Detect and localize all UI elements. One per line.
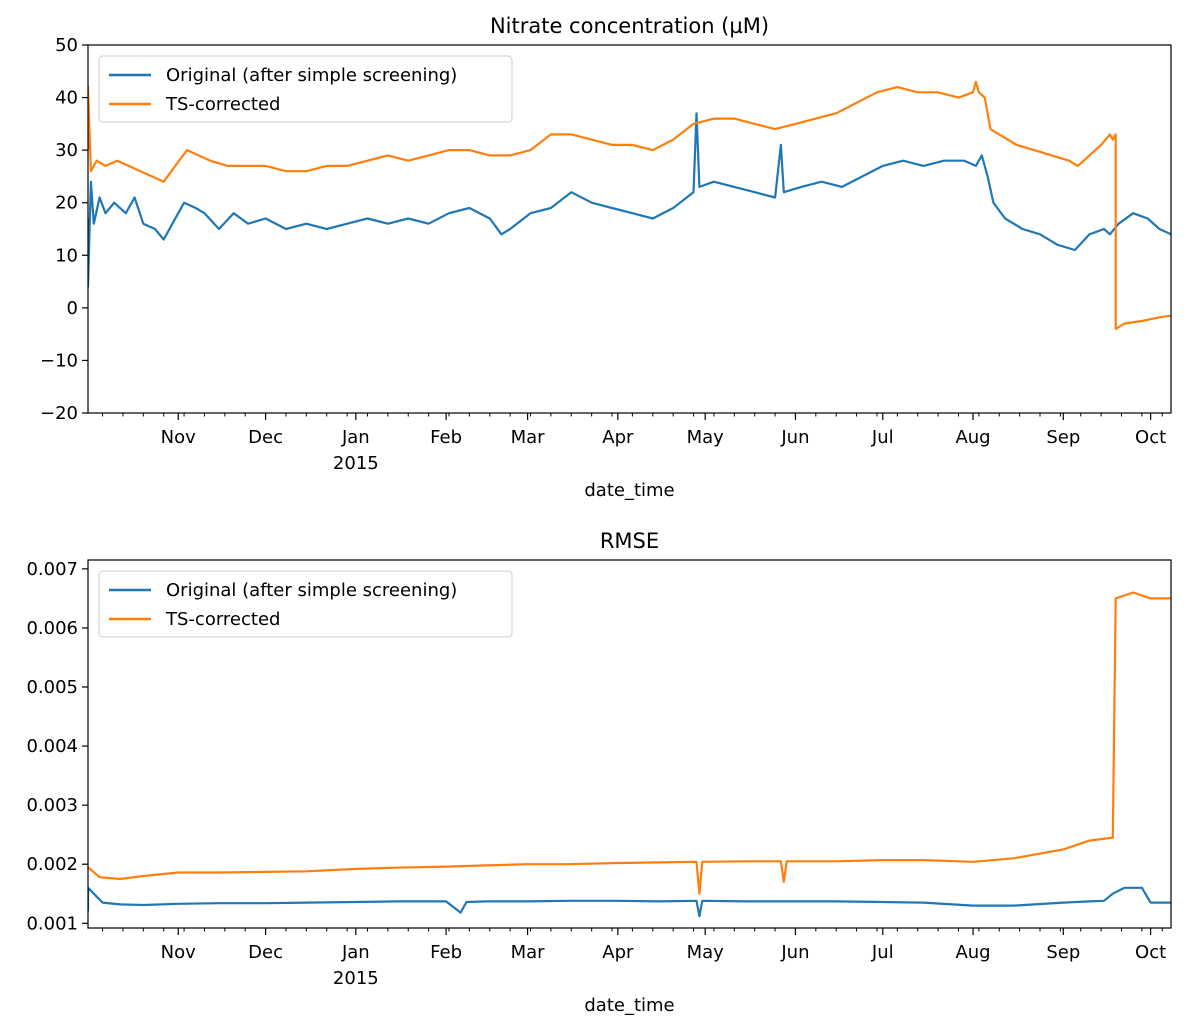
chart-1-x-tick-label: Mar [511, 427, 546, 448]
chart-1-x-tick-label: Apr [602, 427, 634, 448]
chart-1-y-tick-label: 50 [55, 35, 78, 56]
chart-2-x-tick-label: Sep [1046, 942, 1080, 963]
chart-2-x-tick-label: May [687, 942, 725, 963]
chart-1-legend-box [98, 55, 513, 123]
chart-2-legend-box [98, 570, 513, 638]
chart-1-x-tick-sublabel: 2015 [333, 453, 379, 474]
chart-1-y-tick-label: 20 [55, 193, 78, 214]
chart-1-legend-label-1: Original (after simple screening) [166, 65, 457, 86]
chart-1-y-tick-label: 10 [55, 245, 78, 266]
chart-1-x-tick-label: May [687, 427, 725, 448]
chart-2-y-tick-label: 0.003 [26, 795, 78, 816]
chart-2-legend-label-1: Original (after simple screening) [166, 580, 457, 601]
chart-2-y-tick-label: 0.005 [26, 677, 78, 698]
chart-1-x-tick-label: Dec [248, 427, 283, 448]
chart-2-x-tick-label: Jan [341, 942, 370, 963]
chart-1-y-tick-label: 30 [55, 140, 78, 161]
chart-2-y-tick-label: 0.007 [26, 559, 78, 580]
chart-2-x-tick-label: Nov [161, 942, 196, 963]
chart-1-y-tick-label: 0 [67, 298, 78, 319]
chart-2-x-tick-label: Apr [602, 942, 634, 963]
chart-2-x-tick-label: Feb [430, 942, 462, 963]
chart-1-x-tick-label: Jul [871, 427, 894, 448]
chart-2-y-tick-label: 0.002 [26, 854, 78, 875]
chart-2-x-tick-label: Jun [780, 942, 809, 963]
chart-2-series-line-2 [88, 591, 1171, 895]
chart-2-x-tick-label: Dec [248, 942, 283, 963]
chart-2-x-tick-label: Aug [955, 942, 990, 963]
chart-1-plot-frame [87, 44, 1172, 414]
chart-2-series-line-1 [88, 886, 1171, 918]
chart-1-series-line-2 [88, 80, 1171, 330]
chart-2-y-tick-label: 0.001 [26, 913, 78, 934]
chart-1-y-tick-label: 40 [55, 88, 78, 109]
chart-1-y-tick-label: −20 [40, 403, 78, 424]
chart-2-x-tick-sublabel: 2015 [333, 968, 379, 989]
chart-1-y-tick-label: −10 [40, 350, 78, 371]
chart-1-x-tick-label: Aug [955, 427, 990, 448]
chart-2-x-tick-label: Oct [1135, 942, 1166, 963]
chart-1-x-tick-label: Feb [430, 427, 462, 448]
chart-2-title: RMSE [600, 529, 659, 553]
chart-1-series-line-1 [88, 112, 1171, 288]
chart-2-x-tick-label: Mar [511, 942, 546, 963]
chart-1-x-tick-label: Jan [341, 427, 370, 448]
chart-1-x-axis-label: date_time [584, 480, 674, 501]
chart-2-y-tick-label: 0.004 [26, 736, 78, 757]
chart-1-x-tick-label: Jun [780, 427, 809, 448]
chart-1-x-tick-label: Oct [1135, 427, 1166, 448]
chart-2-x-axis-label: date_time [584, 995, 674, 1016]
chart-2-plot-frame [87, 559, 1172, 929]
chart-1-title: Nitrate concentration (µM) [490, 14, 769, 38]
chart-1-x-tick-label: Nov [161, 427, 196, 448]
chart-1-x-tick-label: Sep [1046, 427, 1080, 448]
chart-2-x-tick-label: Jul [871, 942, 894, 963]
chart-2-legend-label-2: TS-corrected [165, 609, 280, 630]
chart-2-y-tick-label: 0.006 [26, 618, 78, 639]
chart-1-legend-label-2: TS-corrected [165, 94, 280, 115]
